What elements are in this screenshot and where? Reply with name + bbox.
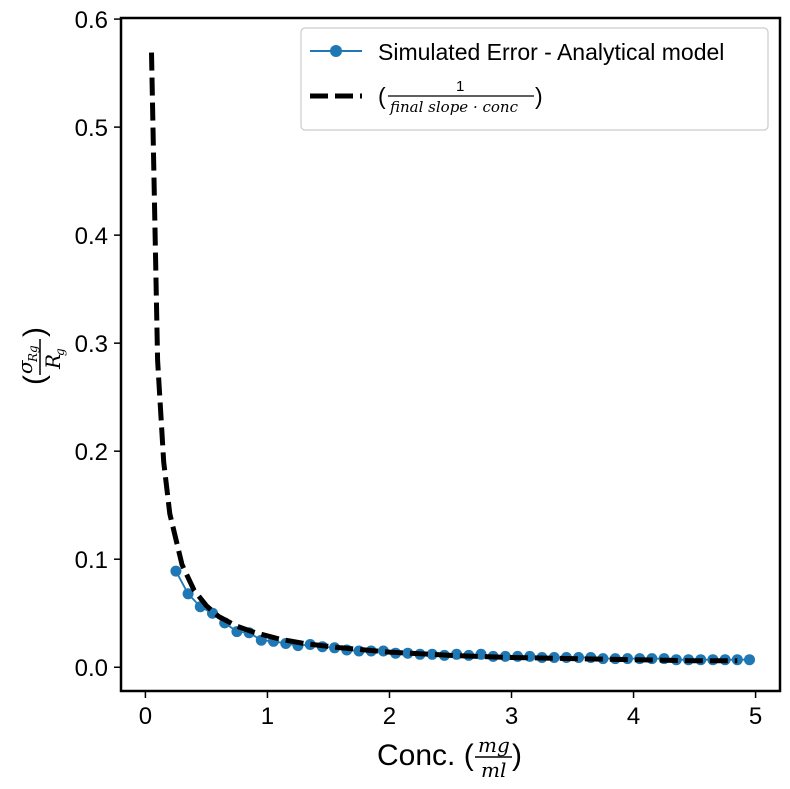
- y-axis-label-denominator-sub: g: [53, 348, 67, 356]
- y-axis-label-numerator: σ: [13, 359, 37, 374]
- y-tick-label: 0.4: [75, 223, 108, 250]
- y-tick-label: 0.5: [75, 115, 108, 142]
- series-1-point: [475, 648, 487, 660]
- y-tick-label: 0.2: [75, 439, 108, 466]
- x-axis-label: Conc. ( mg ml ): [377, 733, 522, 782]
- legend: Simulated Error - Analytical model ( 1 f…: [300, 27, 769, 131]
- legend-box: [300, 27, 769, 131]
- x-tick-label: 0: [139, 703, 152, 730]
- series-1-point: [304, 639, 316, 650]
- legend-series-2-open-paren: (: [378, 83, 386, 109]
- y-tick-label: 0.6: [75, 7, 108, 34]
- x-axis-label-numerator: mg: [478, 733, 510, 757]
- axis-ticks: 0 1 2 3 4 5 0.0 0.1 0.2 0.3 0.4 0.5 0.6: [75, 7, 763, 730]
- series-1-point: [170, 565, 182, 577]
- series-2-line: [149, 52, 738, 664]
- x-tick-label: 4: [627, 703, 640, 730]
- legend-series-2-close-paren: ): [535, 83, 543, 109]
- x-axis-label-denominator: ml: [481, 758, 506, 782]
- y-tick-label: 0.1: [75, 547, 108, 574]
- y-tick-label: 0.0: [75, 655, 108, 682]
- y-axis-label-denominator: R: [41, 354, 65, 370]
- x-tick-label: 3: [505, 703, 518, 730]
- legend-series-2-label: ( 1 final slope · conc ): [378, 78, 543, 116]
- legend-series-2-numerator: 1: [456, 78, 464, 95]
- x-tick-label: 5: [749, 703, 762, 730]
- series-1-point: [402, 647, 414, 659]
- x-tick-label: 2: [383, 703, 396, 730]
- legend-series-2-denominator: final slope · conc: [389, 98, 519, 116]
- plot-area: [149, 52, 755, 666]
- y-axis-label: ( σ Rg R g ): [13, 327, 67, 385]
- series-1-point: [744, 654, 755, 666]
- y-tick-label: 0.3: [75, 331, 108, 358]
- plot-frame: [119, 16, 782, 693]
- x-tick-label: 1: [261, 703, 274, 730]
- y-axis-label-open-paren: (: [18, 375, 51, 385]
- series-1-point: [451, 648, 463, 660]
- series-1-line: [175, 570, 750, 661]
- y-axis-label-numerator-sub: Rg: [26, 345, 40, 363]
- series-1-point: [182, 588, 194, 600]
- legend-series-1-label: Simulated Error - Analytical model: [378, 39, 724, 65]
- legend-series-1-marker: [330, 45, 342, 57]
- x-axis-label-prefix: Conc. (: [377, 739, 474, 772]
- y-axis-label-close-paren: ): [18, 327, 51, 337]
- x-axis-label-suffix: ): [512, 739, 522, 772]
